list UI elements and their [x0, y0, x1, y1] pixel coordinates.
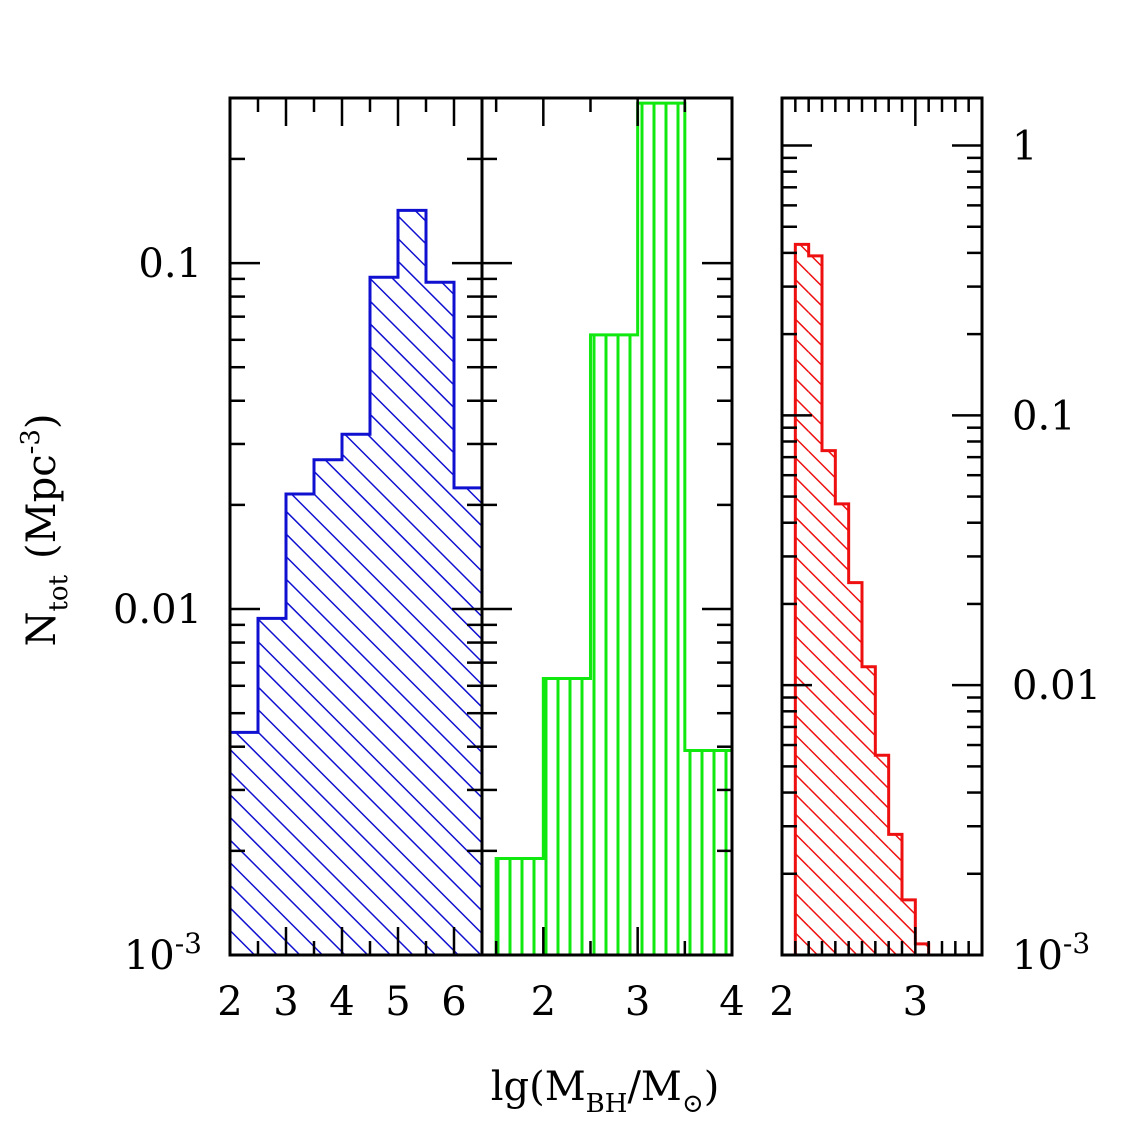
right-bar-2: [822, 450, 836, 955]
middle-bar-3: [637, 103, 685, 955]
left-bar-4: [342, 434, 370, 955]
right-bar-6: [875, 755, 889, 955]
middle-bar-0: [496, 858, 544, 955]
left-panel: 2 3 4 5 6 0.1 0.01 10-3: [113, 96, 484, 1025]
right-bar-8: [902, 899, 916, 955]
right-bar-5: [862, 666, 876, 955]
right-bar-4: [848, 582, 862, 955]
right-panel: 2 3 1 0.1 0.01 10-3: [769, 96, 1101, 1025]
middle-frame: [480, 96, 734, 957]
left-histogram-outline: [228, 208, 484, 955]
right-ytick-label: 0.1: [1012, 393, 1076, 439]
middle-xtick-label: 3: [625, 979, 650, 1025]
right-ytick-label: 0.01: [1012, 663, 1101, 709]
right-bar-9: [915, 943, 929, 955]
left-bar-2: [286, 494, 314, 955]
middle-xtick-label: 4: [719, 979, 744, 1025]
x-axis-label: lg(MBH/M⊙): [491, 1064, 720, 1119]
left-ytick-label: 10-3: [124, 927, 202, 979]
left-bar-0: [230, 732, 258, 955]
left-xtick-label: 3: [273, 979, 298, 1025]
middle-xtick-label: 2: [531, 979, 556, 1025]
left-xtick-label: 5: [385, 979, 410, 1025]
middle-panel: 2 3 4: [480, 96, 745, 1025]
middle-histogram-outline: [494, 101, 734, 955]
left-xtick-label: 2: [217, 979, 242, 1025]
right-bar-0: [795, 244, 809, 955]
left-bar-3: [314, 459, 342, 955]
middle-bar-4: [684, 750, 732, 955]
left-bar-8: [454, 487, 482, 955]
left-ytick-label: 0.01: [113, 587, 202, 633]
right-bar-1: [808, 255, 822, 955]
right-ytick-label: 10-3: [1012, 927, 1090, 979]
right-histogram-outline: [793, 242, 931, 955]
right-xtick-label: 2: [769, 979, 794, 1025]
right-frame: [780, 96, 984, 957]
left-ytick-label: 0.1: [138, 241, 202, 287]
right-xtick-label: 3: [903, 979, 928, 1025]
y-axis-label: Ntot(Mpc-3): [16, 413, 74, 646]
left-bar-5: [370, 277, 398, 956]
middle-bar-2: [590, 334, 638, 956]
right-bar-7: [888, 834, 902, 955]
left-bar-7: [426, 282, 454, 955]
right-ytick-label: 1: [1012, 124, 1037, 170]
left-bar-1: [258, 618, 286, 955]
left-bar-6: [398, 210, 426, 956]
left-xtick-label: 4: [329, 979, 354, 1025]
middle-bar-1: [543, 678, 591, 955]
left-xtick-label: 6: [441, 979, 466, 1025]
right-bar-3: [835, 503, 849, 955]
